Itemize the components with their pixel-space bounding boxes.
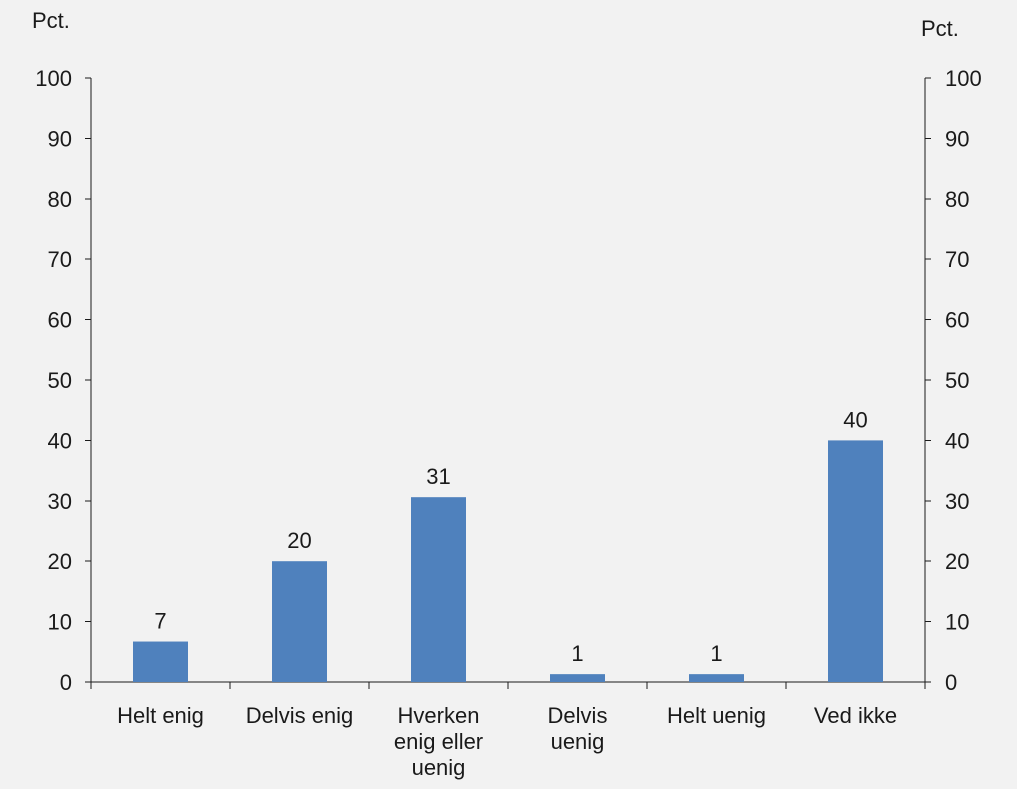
bar bbox=[828, 440, 883, 682]
right-axis-unit-label: Pct. bbox=[921, 16, 959, 41]
left-y-tick-label: 10 bbox=[48, 610, 72, 635]
right-y-tick-label: 80 bbox=[945, 187, 969, 212]
right-y-tick-label: 90 bbox=[945, 126, 969, 151]
right-y-tick-label: 70 bbox=[945, 247, 969, 272]
left-y-tick-label: 100 bbox=[35, 66, 72, 91]
right-y-tick-label: 10 bbox=[945, 610, 969, 635]
left-axis-unit-label: Pct. bbox=[32, 8, 70, 33]
data-label: 1 bbox=[571, 641, 583, 666]
right-y-tick-label: 50 bbox=[945, 368, 969, 393]
left-y-tick-label: 50 bbox=[48, 368, 72, 393]
left-y-tick-label: 60 bbox=[48, 308, 72, 333]
bar bbox=[411, 497, 466, 682]
left-y-tick-label: 0 bbox=[60, 670, 72, 695]
right-y-tick-label: 20 bbox=[945, 549, 969, 574]
left-y-tick-label: 30 bbox=[48, 489, 72, 514]
right-y-tick-label: 100 bbox=[945, 66, 982, 91]
right-y-tick-label: 30 bbox=[945, 489, 969, 514]
left-y-tick-label: 90 bbox=[48, 126, 72, 151]
category-label: Hverken enig eller uenig bbox=[394, 703, 483, 780]
bar bbox=[689, 674, 744, 682]
data-label: 20 bbox=[287, 528, 311, 553]
bar bbox=[133, 641, 188, 682]
category-label: Helt enig bbox=[117, 703, 204, 728]
category-label: Ved ikke bbox=[814, 703, 897, 728]
data-label: 1 bbox=[710, 641, 722, 666]
bars bbox=[133, 440, 883, 682]
right-y-tick-label: 40 bbox=[945, 428, 969, 453]
labels: 0 0 10 10 20 20 30 30 40 40 50 50 60 60 70 70 80 80 90 90 10… bbox=[35, 66, 981, 780]
data-label: 7 bbox=[154, 609, 166, 634]
data-label: 31 bbox=[426, 464, 450, 489]
left-y-tick-label: 70 bbox=[48, 247, 72, 272]
left-y-tick-label: 80 bbox=[48, 187, 72, 212]
bar bbox=[550, 674, 605, 682]
data-label: 40 bbox=[843, 407, 867, 432]
right-y-tick-label: 60 bbox=[945, 308, 969, 333]
category-label: Helt uenig bbox=[667, 703, 766, 728]
category-label: Delvis enig bbox=[246, 703, 354, 728]
bar bbox=[272, 561, 327, 682]
right-y-tick-label: 0 bbox=[945, 670, 957, 695]
left-y-tick-label: 40 bbox=[48, 428, 72, 453]
axes bbox=[85, 77, 931, 689]
left-y-tick-label: 20 bbox=[48, 549, 72, 574]
category-label: Delvis uenig bbox=[548, 703, 608, 754]
